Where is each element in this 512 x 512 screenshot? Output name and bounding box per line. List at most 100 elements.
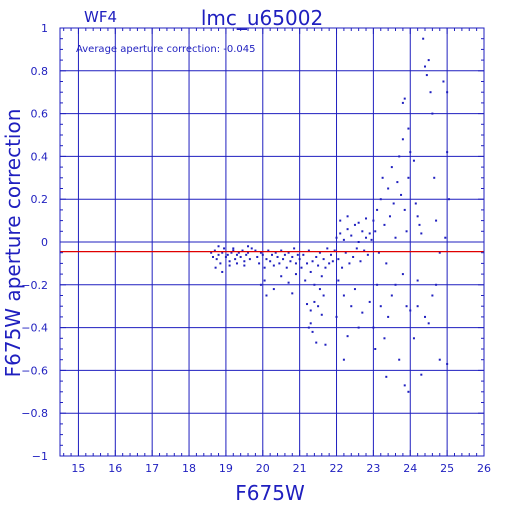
data-point: [306, 303, 309, 306]
data-point: [346, 215, 349, 218]
y-tick-label: −0.8: [21, 407, 48, 420]
data-point: [214, 266, 217, 269]
y-axis-label: F675W aperture correction: [1, 109, 25, 378]
data-point: [447, 198, 450, 201]
data-point: [309, 270, 312, 273]
data-point: [320, 275, 323, 278]
data-point: [263, 266, 266, 269]
data-point: [247, 245, 250, 248]
data-point: [276, 255, 279, 258]
data-point: [210, 251, 213, 254]
data-point: [250, 247, 253, 250]
data-point: [328, 262, 331, 265]
data-point: [259, 283, 262, 286]
y-tick-label: −0.2: [21, 279, 48, 292]
data-point: [283, 253, 286, 256]
data-point: [403, 384, 406, 387]
data-point: [223, 247, 226, 250]
data-point: [217, 253, 220, 256]
data-point: [247, 251, 250, 254]
y-tick-label: −0.6: [21, 364, 48, 377]
x-tick-label: 19: [219, 462, 233, 475]
data-point: [427, 59, 430, 62]
data-point: [374, 230, 377, 233]
data-point: [265, 294, 268, 297]
data-point: [396, 181, 399, 184]
data-point: [376, 208, 379, 211]
data-point: [274, 251, 277, 254]
data-point: [357, 221, 360, 224]
data-point: [259, 251, 262, 254]
data-point: [339, 219, 342, 222]
data-point: [226, 253, 229, 256]
data-point: [294, 273, 297, 276]
data-point: [365, 217, 368, 220]
data-point: [294, 262, 297, 265]
x-tick-label: 23: [366, 462, 380, 475]
data-point: [372, 219, 375, 222]
data-point: [322, 294, 325, 297]
data-point: [398, 155, 401, 158]
data-point: [414, 202, 417, 205]
data-point: [363, 249, 366, 252]
y-tick-label: 0.2: [31, 193, 49, 206]
data-point: [311, 260, 314, 263]
data-point: [326, 247, 329, 250]
data-point: [424, 65, 427, 68]
data-point: [368, 300, 371, 303]
data-point: [350, 234, 353, 237]
data-point: [341, 266, 344, 269]
data-point: [372, 326, 375, 329]
data-point: [322, 258, 325, 261]
data-point: [435, 219, 438, 222]
data-point: [416, 215, 419, 218]
data-point: [401, 101, 404, 104]
data-point: [261, 253, 264, 256]
data-point: [339, 232, 342, 235]
data-point: [315, 341, 318, 344]
data-point: [409, 309, 412, 312]
data-point: [272, 264, 275, 267]
data-point: [381, 176, 384, 179]
data-point: [317, 264, 320, 267]
data-point: [291, 255, 294, 258]
data-point: [346, 335, 349, 338]
data-point: [282, 258, 285, 261]
data-point: [267, 249, 270, 252]
data-point: [361, 230, 364, 233]
data-point: [355, 247, 358, 250]
data-point: [438, 358, 441, 361]
data-point: [405, 305, 408, 308]
data-point: [368, 232, 371, 235]
data-point: [416, 279, 419, 282]
data-point: [342, 238, 345, 241]
data-point: [315, 255, 318, 258]
x-tick-label: 22: [330, 462, 344, 475]
data-point: [407, 176, 410, 179]
data-point: [403, 208, 406, 211]
data-point: [307, 249, 310, 252]
data-point: [230, 251, 233, 254]
data-point: [219, 262, 222, 265]
data-point: [357, 326, 360, 329]
data-point: [394, 236, 397, 239]
data-point: [304, 279, 307, 282]
data-point: [324, 343, 327, 346]
data-point: [234, 258, 237, 261]
x-tick-label: 20: [256, 462, 270, 475]
data-point: [287, 281, 290, 284]
data-point: [235, 262, 238, 265]
data-point: [390, 166, 393, 169]
data-point: [311, 330, 314, 333]
data-point: [302, 253, 305, 256]
data-point: [271, 253, 273, 256]
data-point: [365, 236, 368, 239]
data-point: [405, 230, 408, 233]
data-point: [243, 264, 246, 267]
average-annotation: Average aperture correction: -0.045: [76, 44, 256, 55]
data-point: [387, 315, 390, 318]
data-point: [265, 258, 268, 261]
data-point: [409, 151, 412, 154]
data-point: [424, 315, 427, 318]
data-point: [254, 249, 257, 252]
